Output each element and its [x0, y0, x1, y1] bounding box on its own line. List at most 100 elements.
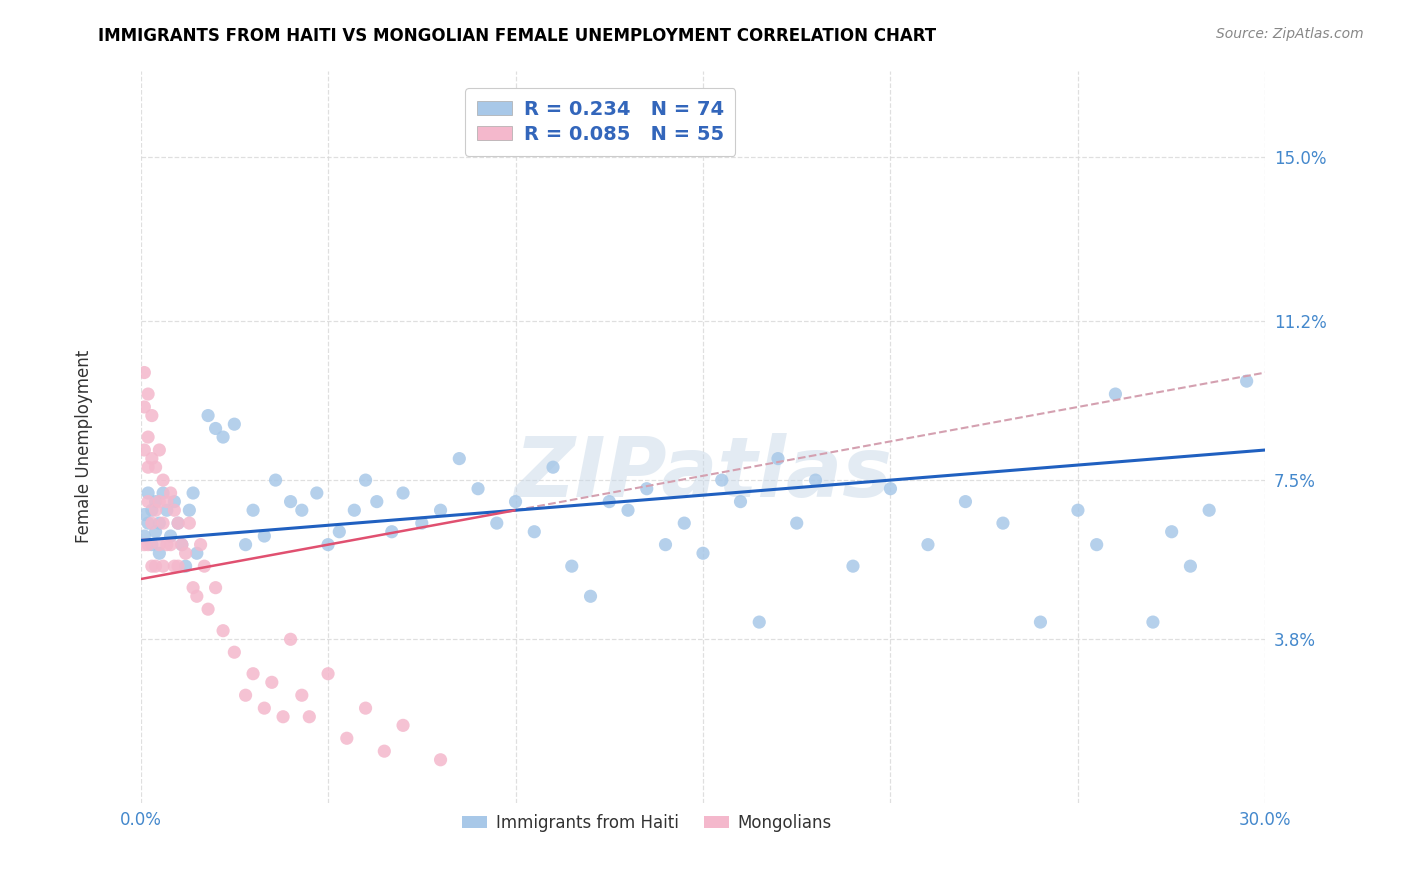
- Point: [204, 421, 226, 435]
- Point: [316, 538, 339, 552]
- Point: [145, 503, 167, 517]
- Text: Female Unemployment: Female Unemployment: [76, 350, 93, 542]
- Point: [141, 516, 163, 530]
- Point: [354, 473, 377, 487]
- Point: [1085, 538, 1108, 552]
- Point: [156, 494, 179, 508]
- Point: [159, 538, 181, 552]
- Point: [253, 529, 276, 543]
- Point: [136, 460, 159, 475]
- Point: [1067, 503, 1090, 517]
- Point: [134, 400, 156, 414]
- Legend: Immigrants from Haiti, Mongolians: Immigrants from Haiti, Mongolians: [456, 807, 838, 838]
- Point: [235, 688, 257, 702]
- Point: [366, 494, 388, 508]
- Point: [174, 559, 197, 574]
- Point: [167, 516, 190, 530]
- Point: [271, 710, 294, 724]
- Point: [152, 486, 174, 500]
- Point: [617, 503, 640, 517]
- Point: [1236, 374, 1258, 388]
- Point: [152, 559, 174, 574]
- Point: [1198, 503, 1220, 517]
- Point: [145, 494, 167, 508]
- Point: [181, 486, 204, 500]
- Point: [167, 516, 190, 530]
- Point: [673, 516, 696, 530]
- Point: [156, 538, 179, 552]
- Point: [174, 546, 197, 560]
- Point: [186, 589, 208, 603]
- Text: IMMIGRANTS FROM HAITI VS MONGOLIAN FEMALE UNEMPLOYMENT CORRELATION CHART: IMMIGRANTS FROM HAITI VS MONGOLIAN FEMAL…: [98, 27, 936, 45]
- Point: [291, 503, 314, 517]
- Point: [134, 508, 156, 522]
- Point: [152, 473, 174, 487]
- Point: [842, 559, 865, 574]
- Point: [212, 430, 235, 444]
- Text: Source: ZipAtlas.com: Source: ZipAtlas.com: [1216, 27, 1364, 41]
- Point: [354, 701, 377, 715]
- Point: [336, 731, 359, 746]
- Point: [224, 417, 246, 432]
- Point: [523, 524, 546, 539]
- Point: [955, 494, 977, 508]
- Point: [197, 602, 219, 616]
- Point: [141, 559, 163, 574]
- Point: [167, 559, 190, 574]
- Point: [152, 516, 174, 530]
- Point: [598, 494, 620, 508]
- Point: [170, 538, 193, 552]
- Point: [145, 524, 167, 539]
- Text: ZIPatlas: ZIPatlas: [515, 434, 891, 514]
- Point: [305, 486, 328, 500]
- Point: [381, 524, 404, 539]
- Point: [134, 529, 156, 543]
- Point: [235, 538, 257, 552]
- Point: [505, 494, 527, 508]
- Point: [748, 615, 770, 629]
- Point: [429, 503, 451, 517]
- Point: [804, 473, 827, 487]
- Point: [730, 494, 752, 508]
- Point: [134, 442, 156, 457]
- Point: [159, 529, 181, 543]
- Point: [136, 486, 159, 500]
- Point: [485, 516, 508, 530]
- Point: [692, 546, 714, 560]
- Point: [148, 516, 170, 530]
- Point: [449, 451, 471, 466]
- Point: [1029, 615, 1052, 629]
- Point: [136, 538, 159, 552]
- Point: [1142, 615, 1164, 629]
- Point: [253, 701, 276, 715]
- Point: [159, 486, 181, 500]
- Point: [186, 546, 208, 560]
- Point: [291, 688, 314, 702]
- Point: [197, 409, 219, 423]
- Point: [136, 387, 159, 401]
- Point: [141, 503, 163, 517]
- Point: [141, 451, 163, 466]
- Point: [654, 538, 676, 552]
- Point: [148, 494, 170, 508]
- Point: [141, 538, 163, 552]
- Point: [148, 442, 170, 457]
- Point: [193, 559, 215, 574]
- Point: [1160, 524, 1182, 539]
- Point: [917, 538, 939, 552]
- Point: [136, 494, 159, 508]
- Point: [429, 753, 451, 767]
- Point: [224, 645, 246, 659]
- Point: [148, 538, 170, 552]
- Point: [170, 538, 193, 552]
- Point: [179, 503, 201, 517]
- Point: [541, 460, 564, 475]
- Point: [636, 482, 658, 496]
- Point: [411, 516, 433, 530]
- Point: [392, 486, 415, 500]
- Point: [280, 494, 302, 508]
- Point: [467, 482, 489, 496]
- Point: [136, 516, 159, 530]
- Point: [242, 503, 264, 517]
- Point: [280, 632, 302, 647]
